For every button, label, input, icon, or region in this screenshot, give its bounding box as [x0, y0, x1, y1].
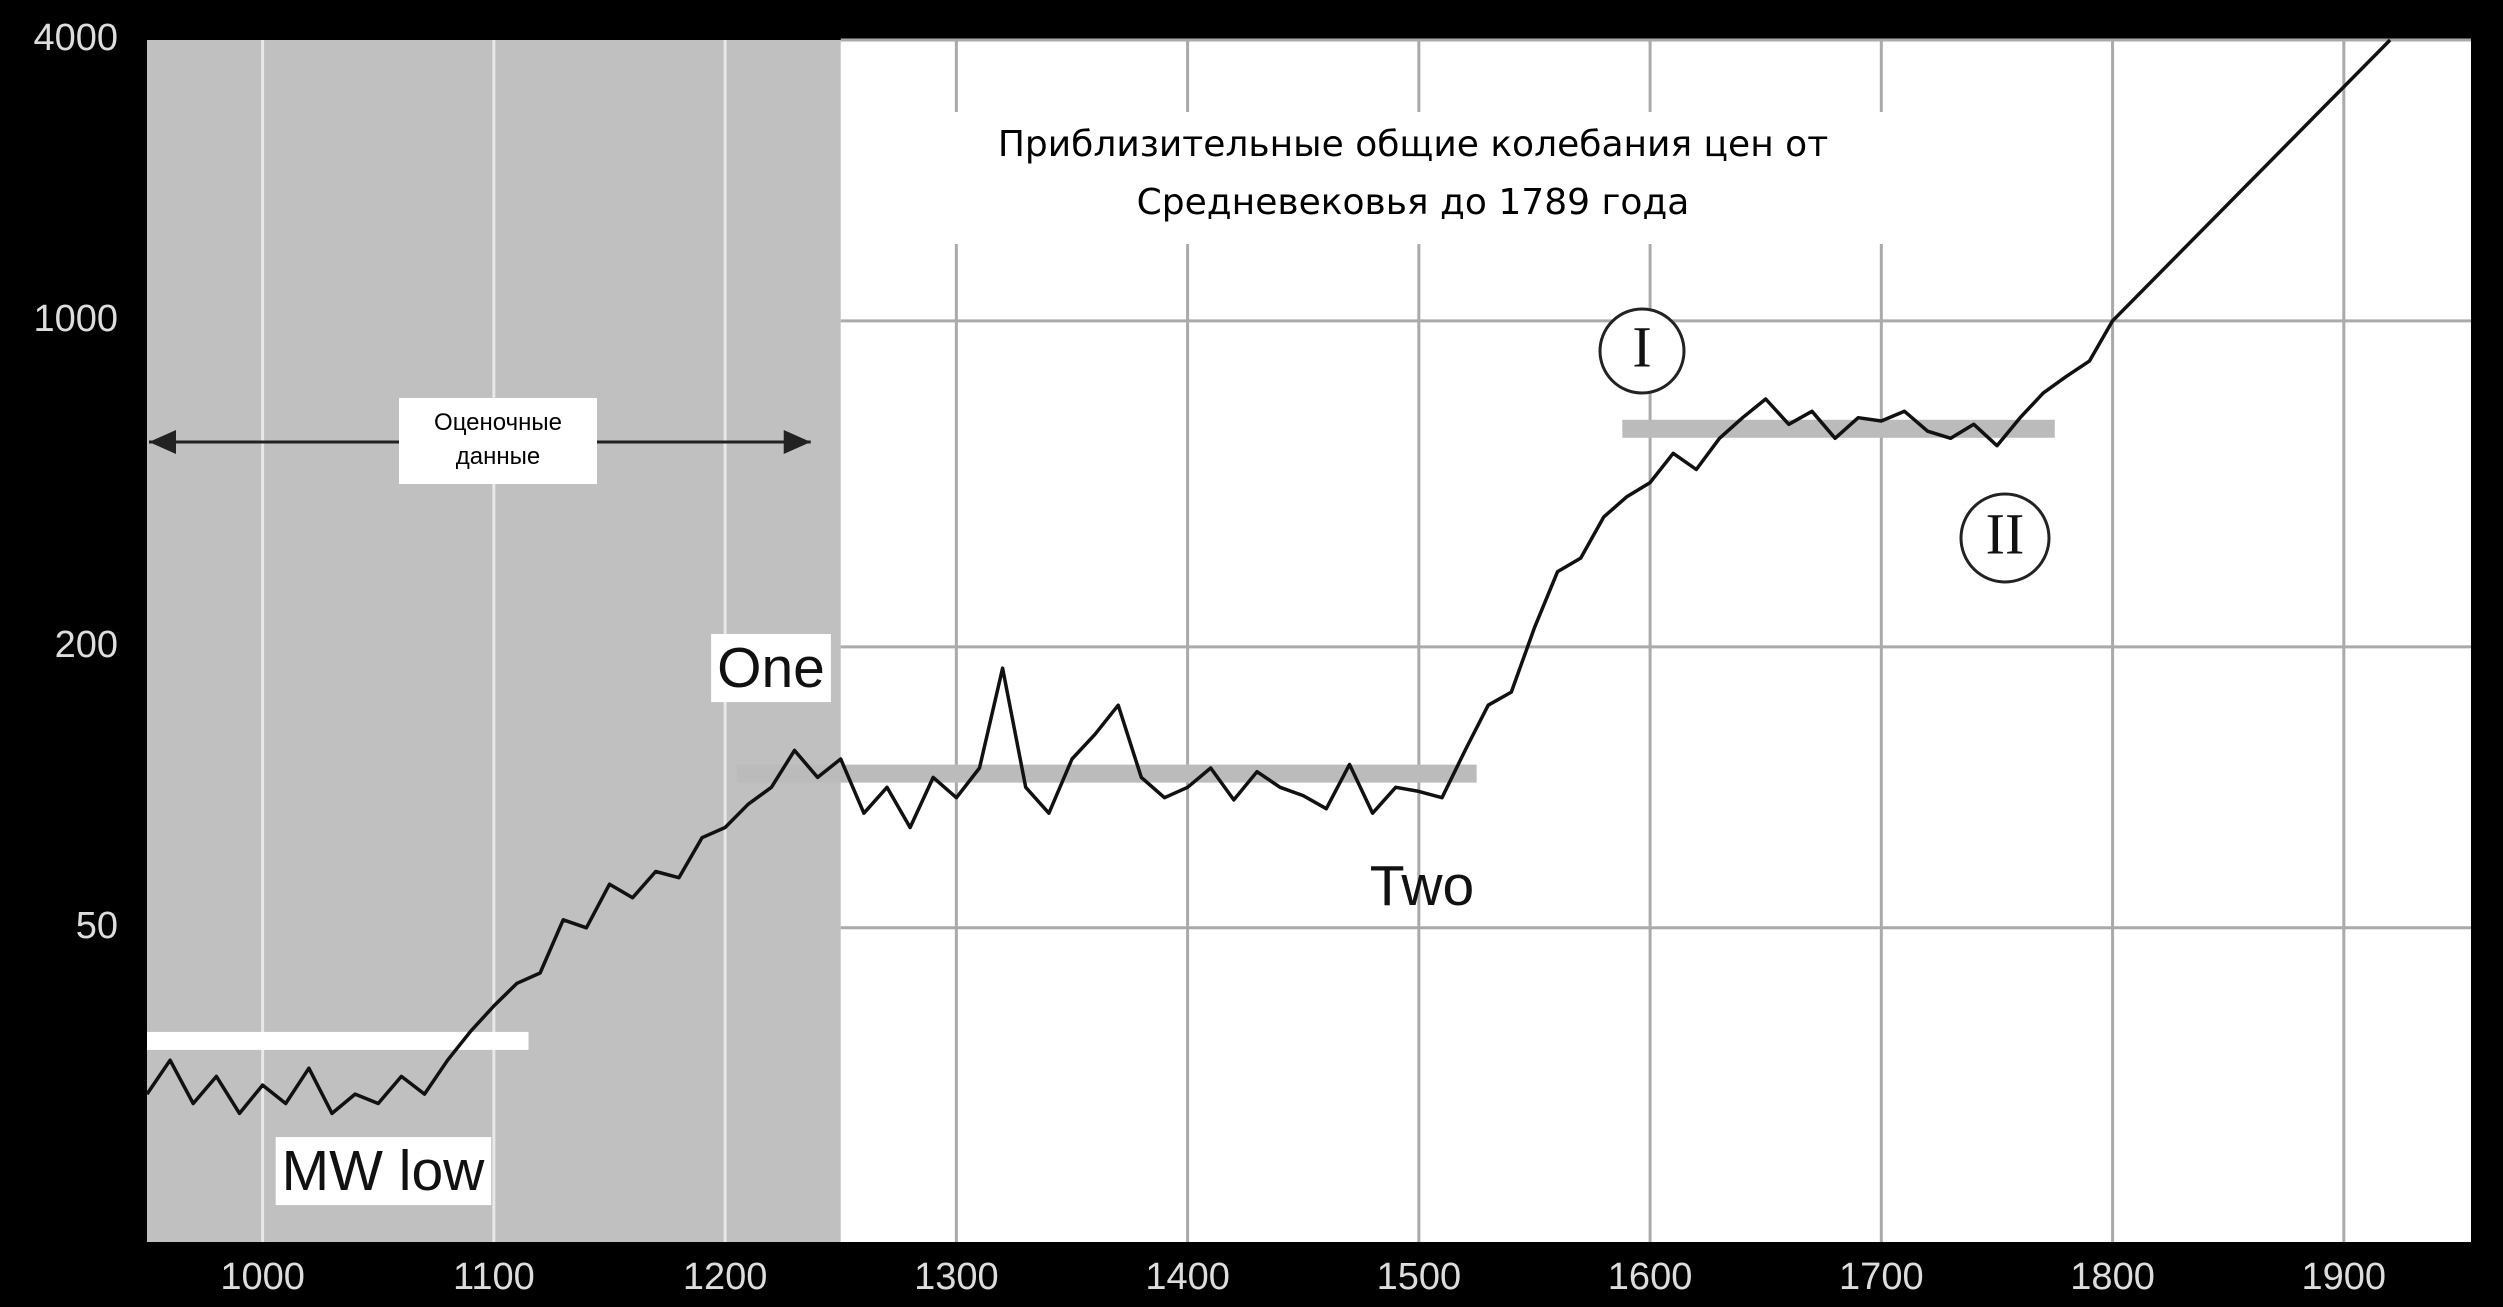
- x-tick-label: 1500: [1377, 1256, 1462, 1298]
- annotation-circle: [1959, 492, 2051, 584]
- x-tick-label: 1900: [2302, 1256, 2387, 1298]
- reference-bar: [1622, 419, 2055, 438]
- shaded-label: Оценочные данные: [399, 398, 597, 484]
- y-tick-label: 4000: [33, 17, 118, 59]
- annotation-box: [711, 634, 831, 703]
- x-tick-label: 1200: [683, 1256, 768, 1298]
- title-box: Приблизительные общие колебания цен от С…: [942, 112, 1884, 244]
- annotation: II: [1986, 501, 2025, 566]
- y-tick-label: 50: [76, 905, 118, 947]
- x-tick-label: 1000: [220, 1256, 305, 1298]
- x-tick-label: 1800: [2070, 1256, 2155, 1298]
- x-tick-label: 1700: [1839, 1256, 1924, 1298]
- annotation-circle: [1598, 307, 1686, 395]
- y-tick-label: 1000: [33, 298, 118, 340]
- x-tick-label: 1600: [1608, 1256, 1693, 1298]
- price-line: [145, 38, 2392, 1116]
- y-tick-label: 200: [55, 624, 118, 666]
- annotation: One: [717, 636, 825, 700]
- annotation: I: [1632, 314, 1651, 379]
- chart-title: Приблизительные общие колебания цен от: [997, 124, 1829, 165]
- x-tick-label: 1400: [1145, 1256, 1230, 1298]
- annotation: Two: [1370, 854, 1475, 918]
- chart-title: Средневековья до 1789 года: [1136, 182, 1690, 223]
- x-tick-label: 1300: [914, 1256, 999, 1298]
- annotation-box: [275, 1137, 492, 1206]
- reference-bar: [147, 1031, 529, 1050]
- reference-bar: [736, 764, 1477, 783]
- x-tick-label: 1100: [453, 1256, 535, 1298]
- annotation: MW low: [282, 1139, 485, 1203]
